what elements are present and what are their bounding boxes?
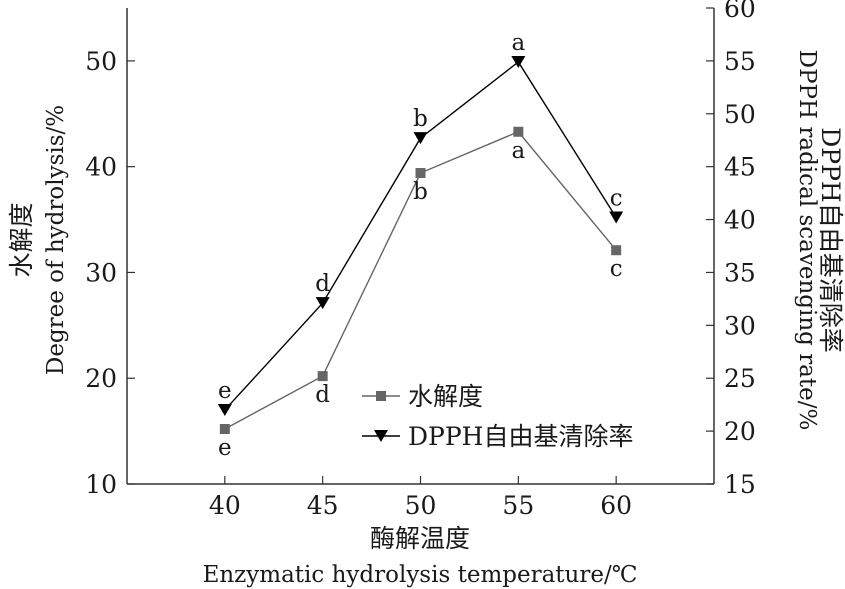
right-y-tick-label: 45: [724, 153, 756, 182]
x-axis-title-cn: 酶解温度: [370, 524, 470, 553]
data-point-triangle: [609, 211, 624, 224]
right-y-tick-label: 20: [724, 417, 756, 446]
series-layer: e d b a c e d b a c: [217, 30, 624, 461]
data-point-square: [317, 371, 328, 382]
data-point-triangle: [413, 132, 428, 145]
significance-label: c: [610, 256, 623, 282]
significance-label: d: [315, 382, 330, 408]
right-y-tick-label: 60: [724, 0, 756, 23]
data-point-triangle: [217, 403, 232, 416]
legend-marker-square: [376, 391, 386, 401]
right-y-tick-label: 50: [724, 100, 756, 129]
data-point-square: [611, 245, 622, 256]
right-y-axis-ticks: 15 20 25 30 35 40 45 50 55 60: [706, 0, 756, 499]
data-point-triangle: [315, 297, 330, 310]
significance-label: b: [413, 106, 428, 132]
left-y-tick-label: 40: [85, 153, 117, 182]
data-point-triangle: [511, 55, 526, 68]
data-point-square: [513, 126, 524, 137]
x-axis-title-en: Enzymatic hydrolysis temperature/℃: [203, 562, 638, 588]
significance-label: a: [511, 138, 525, 164]
x-tick-label: 60: [600, 491, 632, 520]
significance-label: e: [218, 378, 232, 404]
left-y-tick-label: 20: [85, 364, 117, 393]
right-y-tick-label: 55: [724, 47, 756, 76]
right-y-tick-label: 15: [724, 470, 756, 499]
right-axis-title-en: DPPH radical scavenging rate/%: [794, 50, 820, 431]
right-y-tick-label: 30: [724, 311, 756, 340]
legend: 水解度 DPPH自由基清除率: [362, 382, 634, 451]
right-y-tick-label: 25: [724, 364, 756, 393]
left-y-tick-label: 10: [85, 470, 117, 499]
legend-label-dpph: DPPH自由基清除率: [408, 422, 634, 451]
legend-label-hydrolysis: 水解度: [408, 382, 483, 411]
right-y-tick-label: 35: [724, 258, 756, 287]
left-y-tick-label: 50: [85, 47, 117, 76]
significance-label: d: [315, 271, 330, 297]
legend-marker-triangle: [374, 430, 388, 442]
x-axis-ticks: 40 45 50 55 60: [209, 476, 632, 520]
left-axis-title-cn: 水解度: [7, 202, 36, 277]
data-point-square: [415, 168, 426, 179]
left-y-tick-label: 30: [85, 258, 117, 287]
right-axis-title-cn: DPPH自由基清除率: [816, 127, 845, 353]
significance-label: e: [218, 435, 232, 461]
significance-label: c: [610, 185, 623, 211]
left-y-axis-ticks: 10 20 30 40 50: [85, 47, 135, 499]
significance-label: b: [413, 179, 428, 205]
x-tick-label: 50: [405, 491, 437, 520]
data-point-square: [219, 423, 230, 434]
left-axis-title-en: Degree of hydrolysis/%: [43, 105, 69, 375]
significance-label: a: [511, 30, 525, 56]
x-tick-label: 55: [502, 491, 534, 520]
x-tick-label: 45: [307, 491, 339, 520]
x-tick-label: 40: [209, 491, 241, 520]
right-y-tick-label: 40: [724, 206, 756, 235]
